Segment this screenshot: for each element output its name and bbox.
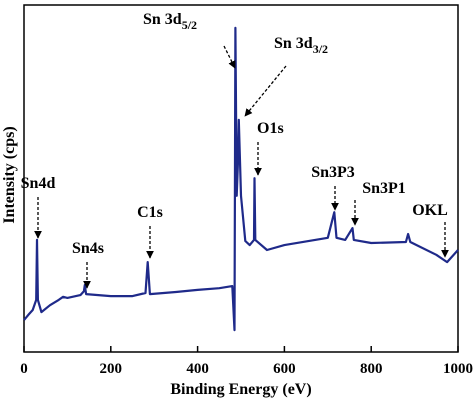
spectrum-line [23,26,459,332]
annotation: O1s [257,120,284,137]
x-tick-label: 400 [186,361,209,377]
annotation-text: Sn 3d [274,35,313,52]
annotation: Sn 3d5/2 [143,11,197,32]
annotation-subscript: 5/2 [182,18,197,32]
annotation-arrow [244,65,287,117]
annotation: Sn4d [21,175,56,192]
annotation-text: OKL [412,202,448,219]
x-tick-label: 0 [20,361,28,377]
annotation: Sn3P1 [362,180,406,197]
x-tick-label: 1000 [443,361,473,377]
x-tick-label: 600 [273,361,296,377]
annotation-text: Sn3P3 [311,164,355,181]
annotation: Sn4s [72,240,104,257]
annotation-text: Sn4d [21,175,56,192]
annotation-text: Sn4s [72,240,104,257]
x-tick-label: 800 [360,361,383,377]
annotation-text: Sn3P1 [362,180,406,197]
annotation: Sn 3d3/2 [274,35,328,56]
x-axis-label: Binding Energy (eV) [170,381,311,398]
plot-frame [23,4,459,353]
annotation: Sn3P3 [311,164,355,181]
annotation-arrow [223,45,236,69]
annotation-text: O1s [257,120,284,137]
annotation: OKL [412,202,448,219]
annotation-text: C1s [137,204,163,221]
annotation-subscript: 3/2 [313,42,328,56]
annotation: C1s [137,204,163,221]
x-tick-label: 200 [100,361,123,377]
y-axis-label: Intensity (cps) [1,126,18,223]
annotation-text: Sn 3d [143,11,182,28]
